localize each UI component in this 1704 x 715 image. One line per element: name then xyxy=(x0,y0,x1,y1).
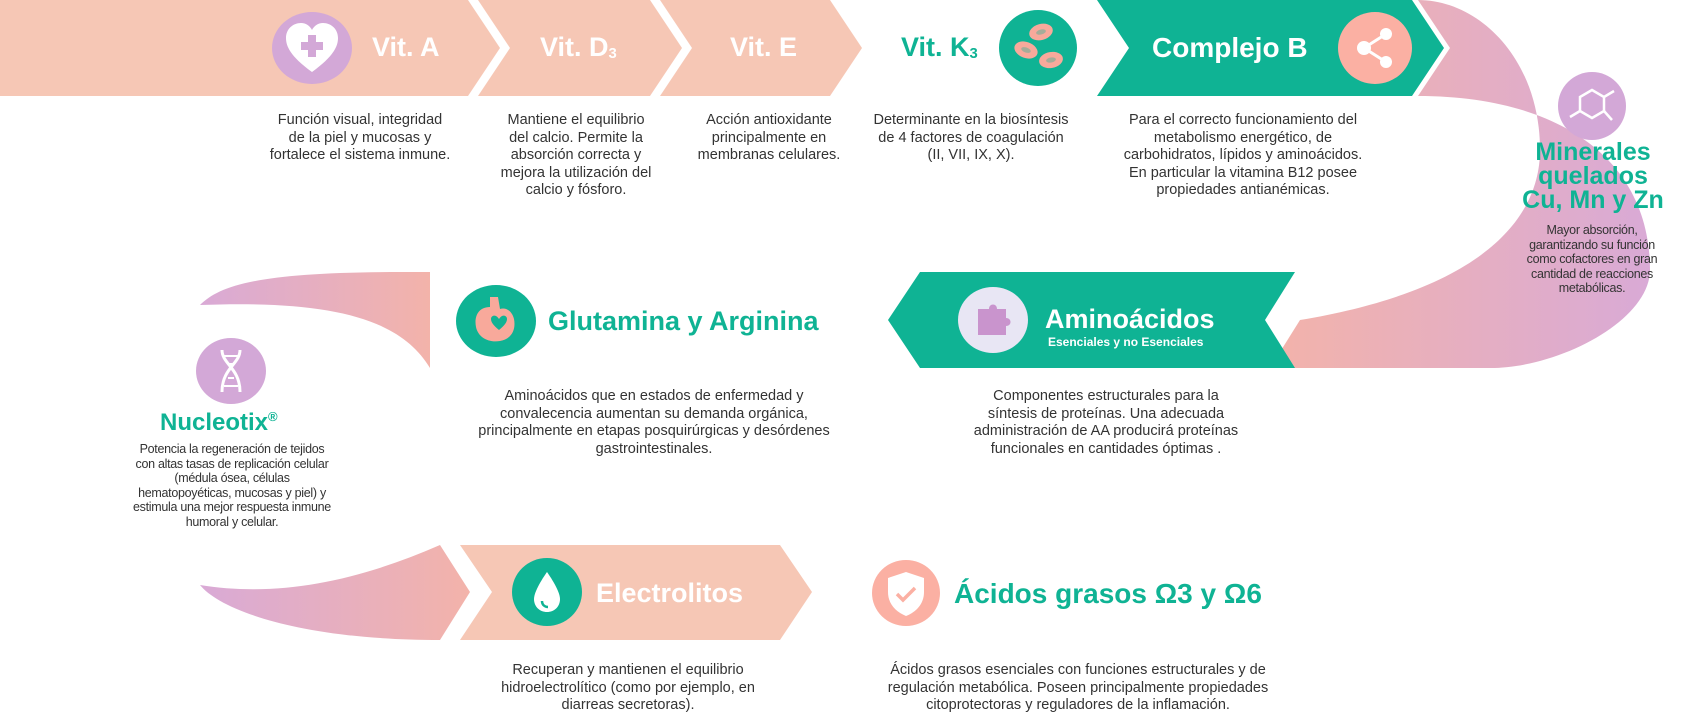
vit-e-title: Vit. E xyxy=(730,32,798,62)
vit-d3-title: Vit. D3 xyxy=(540,32,617,63)
complejo-b-title: Complejo B xyxy=(1152,32,1308,63)
acidos-desc: Ácidos grasos esenciales con funciones e… xyxy=(887,662,1269,713)
heart-plus-icon xyxy=(286,23,338,72)
share-molecule-icon xyxy=(1357,28,1392,68)
glutamina-icon-circle xyxy=(456,285,536,357)
minerales-icon-circle xyxy=(1558,72,1626,140)
acidos-icon-circle xyxy=(872,560,940,626)
nucleotix-icon-circle xyxy=(196,338,266,404)
shield-check-icon xyxy=(888,572,924,616)
aminoacidos-subtitle: Esenciales y no Esenciales xyxy=(1048,335,1204,349)
electrolitos-icon-circle xyxy=(512,558,582,626)
dna-icon xyxy=(220,349,242,393)
vit-k3-title: Vit. K3 xyxy=(901,32,978,63)
electrolitos-title: Electrolitos xyxy=(596,578,744,608)
vit-k3-desc: Determinante en la biosíntesis de 4 fact… xyxy=(873,112,1069,163)
segment-vit-a xyxy=(0,0,500,96)
aminoacidos-icon-circle xyxy=(958,287,1028,353)
uturn-left xyxy=(200,272,430,368)
uturn-right xyxy=(1270,0,1650,368)
vit-a-desc: Función visual, integridad de la piel y … xyxy=(269,112,451,163)
hexagon-molecule-icon xyxy=(1569,88,1615,121)
uturn-left-lower xyxy=(200,545,470,640)
water-drop-icon xyxy=(534,572,560,612)
vit-a-title: Vit. A xyxy=(372,32,440,62)
minerales-title: Minerales quelados Cu, Mn y Zn xyxy=(1522,138,1664,214)
vit-e-desc: Acción antioxidante principalmente en me… xyxy=(697,112,841,163)
vit-k3-icon-circle xyxy=(999,10,1077,86)
segment-vit-e xyxy=(660,0,862,96)
minerales-desc: Mayor absorción, garantizando su función… xyxy=(1526,223,1658,295)
aminoacidos-desc: Componentes estructurales para la síntes… xyxy=(973,388,1239,457)
stomach-icon xyxy=(475,297,515,342)
vit-a-icon-circle xyxy=(272,12,352,84)
nucleotix-desc: Potencia la regeneración de tejidos con … xyxy=(133,442,331,529)
blood-cells-icon xyxy=(1014,23,1063,69)
complejo-b-desc: Para el correcto funcionamiento del meta… xyxy=(1123,112,1363,198)
segment-vit-d3 xyxy=(478,0,682,96)
glutamina-desc: Aminoácidos que en estados de enfermedad… xyxy=(478,388,830,457)
aminoacidos-title: Aminoácidos xyxy=(1045,304,1215,334)
electrolitos-desc: Recuperan y mantienen el equilibrio hidr… xyxy=(501,662,755,713)
acidos-title: Ácidos grasos Ω3 y Ω6 xyxy=(954,578,1262,609)
complejo-b-icon-circle xyxy=(1338,12,1412,84)
puzzle-icon xyxy=(978,304,1011,335)
glutamina-title: Glutamina y Arginina xyxy=(548,306,819,336)
nucleotix-title: Nucleotix® xyxy=(160,409,278,436)
vit-d3-desc: Mantiene el equilibrio del calcio. Permi… xyxy=(500,112,652,198)
